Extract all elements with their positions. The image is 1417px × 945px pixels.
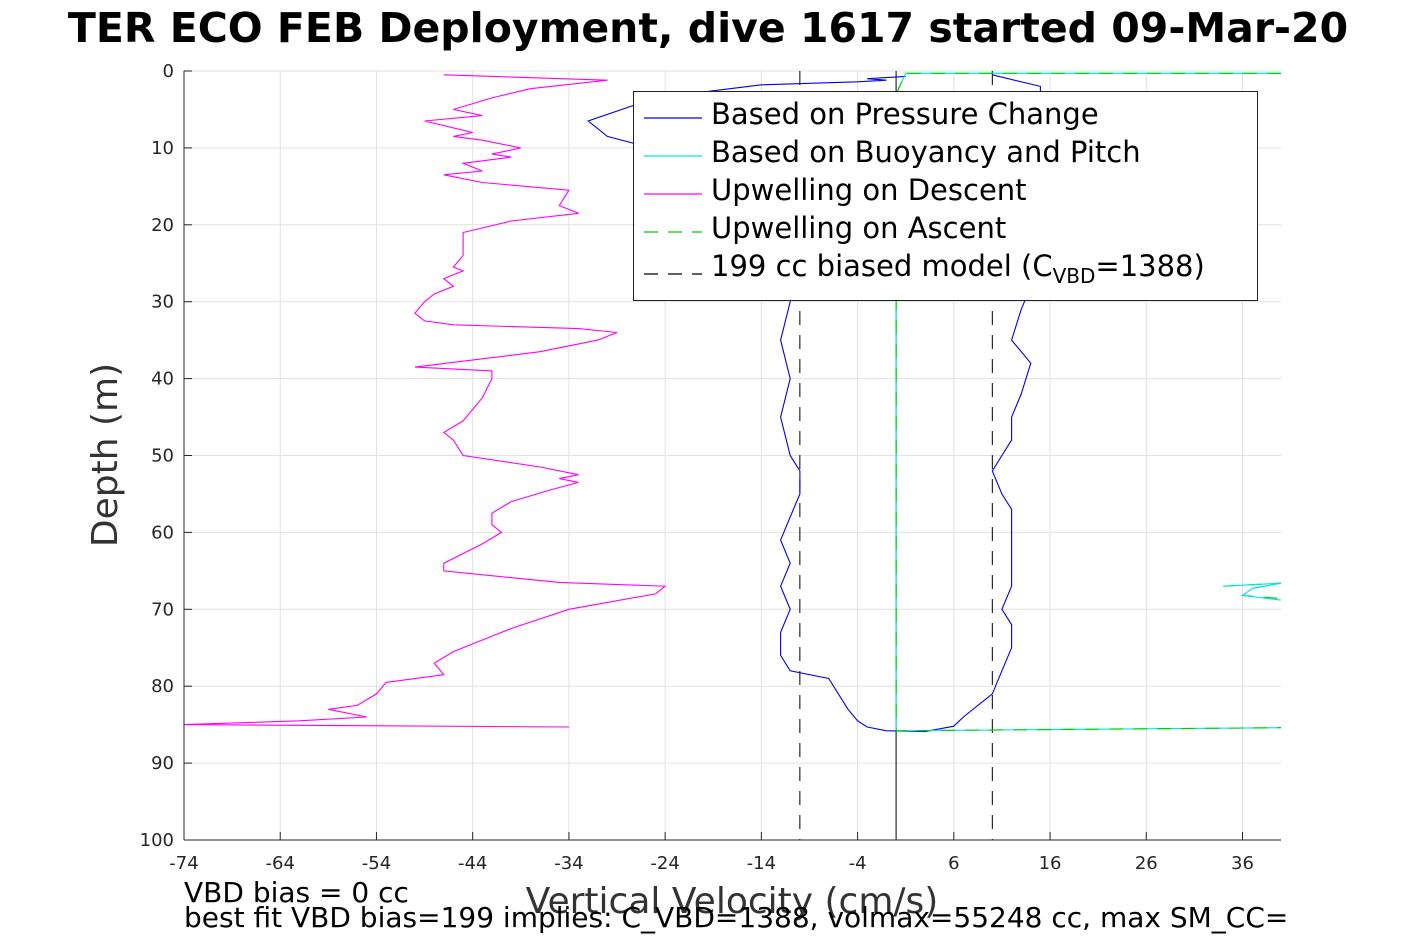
x-tick-label: -74 [169,853,198,874]
chart-title: TER ECO FEB Deployment, dive 1617 starte… [67,4,1349,52]
legend-model-suffix: =1388) [1095,249,1205,283]
legend-label-biased-model: 199 cc biased model (CVBD=1388) [711,249,1205,288]
legend-swatch-biased-model [644,273,702,275]
legend: Based on Pressure Change Based on Buoyan… [633,91,1258,301]
legend-item-upwelling-descent: Upwelling on Descent [634,172,1257,210]
legend-label-buoyancy: Based on Buoyancy and Pitch [711,135,1141,169]
legend-swatch-upwelling-ascent [644,231,702,233]
x-tick-label: -44 [458,853,487,874]
series-up_desc [183,74,667,728]
y-tick-label: 100 [140,830,174,851]
x-tick-label: -14 [747,853,776,874]
legend-swatch-pressure [644,117,702,119]
x-axis-label: Vertical Velocity (cm/s) [526,881,939,922]
x-tick-label: -24 [650,853,679,874]
legend-item-upwelling-ascent: Upwelling on Ascent [634,210,1257,248]
x-tick-label: -34 [554,853,583,874]
x-tick-label: 16 [1039,853,1062,874]
legend-label-pressure: Based on Pressure Change [711,97,1099,131]
y-tick-label: 30 [151,292,174,313]
best-fit-note: best fit VBD bias=199 implies: C_VBD=138… [184,901,1289,934]
legend-swatch-buoyancy [644,155,702,157]
legend-swatch-upwelling-descent [644,193,702,195]
y-tick-label: 40 [151,369,174,390]
x-tick-label: -64 [266,853,295,874]
x-tick-label: 26 [1135,853,1158,874]
x-tick-label: 6 [948,853,959,874]
y-tick-label: 70 [151,599,174,620]
x-tick-label: -4 [849,853,867,874]
legend-item-pressure: Based on Pressure Change [634,96,1257,134]
legend-model-sub: VBD [1052,263,1096,288]
y-tick-label: 10 [151,138,174,159]
y-tick-label: 50 [151,446,174,467]
tick-labels: -74 -64 -54 -44 -34 -24 -14 -4 6 16 26 36 0 10 20 30 40 5… [140,61,1254,874]
x-tick-label: 36 [1231,853,1254,874]
x-tick-label: -54 [362,853,391,874]
y-tick-label: 0 [163,61,174,82]
legend-label-upwelling-descent: Upwelling on Descent [711,173,1027,207]
vbd-bias-note: VBD bias = 0 cc [184,876,409,909]
y-tick-label: 20 [151,215,174,236]
series-up_asc [895,72,1282,732]
y-tick-label: 60 [151,522,174,543]
y-tick-label: 80 [151,676,174,697]
y-tick-label: 90 [151,753,174,774]
axes [183,70,1281,841]
legend-item-buoyancy: Based on Buoyancy and Pitch [634,134,1257,172]
legend-item-biased-model: 199 cc biased model (CVBD=1388) [634,248,1257,288]
legend-label-upwelling-ascent: Upwelling on Ascent [711,211,1007,245]
legend-model-prefix: 199 cc biased model (C [711,249,1053,283]
series-buoyancy [1223,582,1282,601]
y-axis-label: Depth (m) [85,363,126,547]
